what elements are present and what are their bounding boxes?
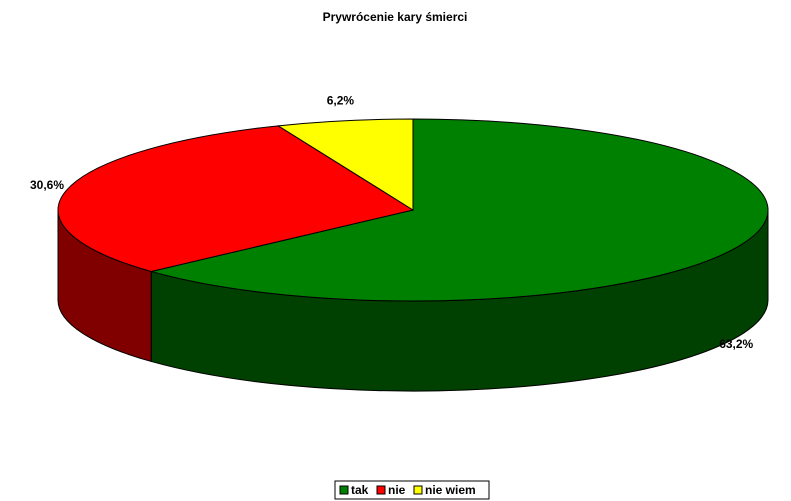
data-label: 6,2%: [327, 93, 355, 107]
pie-slice: [151, 118, 769, 302]
legend-swatch: [413, 485, 423, 495]
legend-label: nie wiem: [425, 483, 476, 497]
pie-slice: [276, 118, 414, 211]
legend-label: nie: [388, 483, 406, 497]
chart-title: Prywrócenie kary śmierci: [323, 10, 468, 24]
legend-swatch: [376, 485, 386, 495]
data-label: 30,6%: [30, 178, 64, 192]
legend-box: [334, 480, 490, 500]
pie-slice: [57, 125, 415, 272]
legend-label: tak: [351, 483, 369, 497]
data-label: 63,2%: [719, 337, 753, 351]
legend-swatch: [339, 485, 349, 495]
